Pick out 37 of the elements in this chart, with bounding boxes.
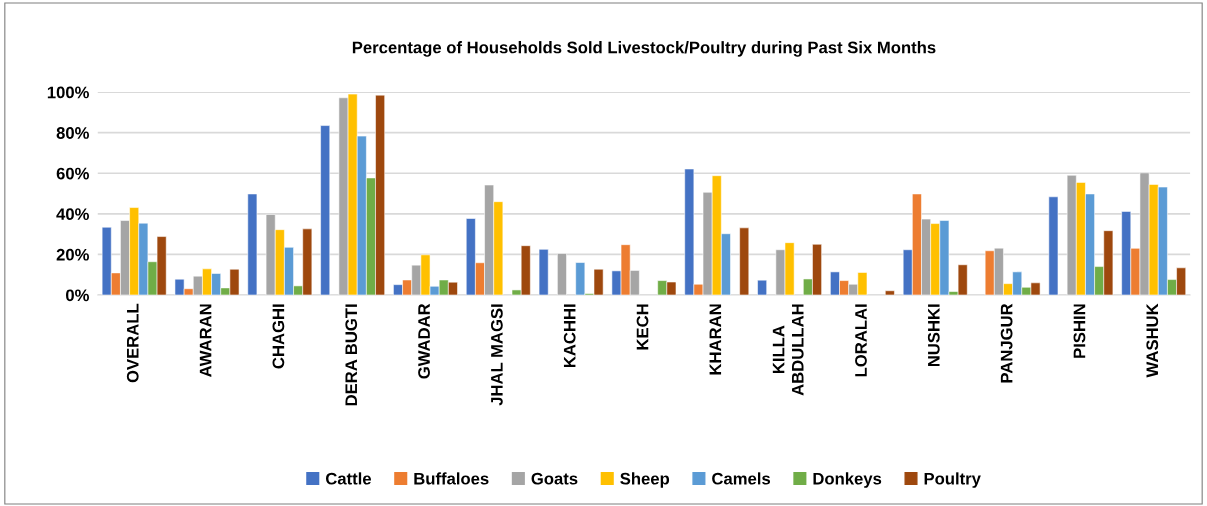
y-tick-label: 0% [66, 289, 89, 302]
x-tick-label: KILLA ABDULLAH [772, 304, 804, 396]
y-tick-label: 100% [47, 86, 89, 99]
x-tick-label: KECH [636, 304, 649, 350]
bar [1048, 196, 1059, 295]
legend-label: Donkeys [813, 472, 882, 488]
y-tick-label: 60% [56, 167, 89, 180]
x-tick-label: KACHHI [563, 304, 576, 368]
bar [739, 227, 750, 295]
x-tick-label: WASHUK [1146, 303, 1159, 378]
x-tick-label: GWADAR [418, 303, 430, 379]
legend-label: Cattle [325, 472, 372, 485]
x-tick-label: PISHIN [1073, 304, 1086, 358]
legend-label: Sheep [620, 472, 670, 488]
x-tick-label: AWARAN [199, 304, 212, 377]
y-tick-label: 40% [56, 208, 89, 221]
x-tick-label: LORALAI [855, 304, 867, 377]
x-tick-label: CHAGHI [272, 304, 285, 369]
y-tick-label: 80% [56, 127, 89, 139]
chart-title: Percentage of Households Sold Livestock/Poultry during Past Six Months [352, 41, 936, 57]
bar [320, 125, 331, 295]
x-tick-label: KHARAN [709, 304, 722, 375]
y-tick-label: 20% [56, 248, 89, 261]
bar [557, 253, 567, 295]
legend-label: Camels [712, 472, 771, 485]
x-tick-label: JHAL MAGSI [490, 304, 503, 406]
bar [757, 279, 767, 295]
bar [885, 290, 895, 295]
bar [538, 249, 549, 295]
x-tick-label: OVERALL [126, 303, 139, 383]
legend-label: Goats [531, 472, 578, 485]
x-tick-label: PANJGUR [1000, 303, 1013, 383]
x-tick-label: NUSHKI [927, 304, 940, 367]
bar [247, 193, 258, 295]
legend-label: Poultry [924, 472, 981, 488]
legend-label: Buffaloes [414, 472, 489, 485]
x-tick-label: DERA BUGTI [345, 304, 358, 406]
